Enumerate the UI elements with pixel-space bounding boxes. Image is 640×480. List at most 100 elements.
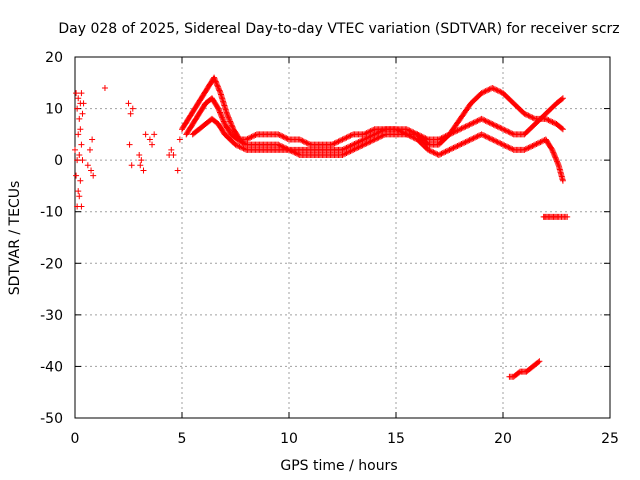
data-point bbox=[347, 132, 354, 139]
data-point bbox=[331, 140, 338, 147]
data-point bbox=[344, 149, 351, 156]
data-point bbox=[406, 132, 413, 139]
x-tick-labels: 0 5 10 15 20 25 bbox=[71, 431, 619, 447]
data-point bbox=[237, 144, 244, 151]
data-point bbox=[469, 120, 476, 127]
data-point bbox=[551, 151, 558, 158]
data-point bbox=[252, 132, 259, 139]
data-point bbox=[498, 125, 505, 132]
data-point bbox=[300, 138, 307, 145]
data-point bbox=[469, 135, 476, 142]
data-point bbox=[220, 117, 227, 124]
data-point bbox=[459, 140, 466, 147]
data-point bbox=[453, 143, 460, 150]
data-point bbox=[76, 193, 83, 200]
data-point bbox=[280, 133, 287, 140]
data-point bbox=[433, 150, 440, 157]
series-early bbox=[72, 84, 108, 210]
data-point bbox=[483, 87, 490, 94]
data-point bbox=[459, 124, 466, 131]
data-point bbox=[486, 135, 493, 142]
y-tick-label: 10 bbox=[45, 102, 63, 118]
data-point bbox=[219, 114, 226, 121]
data-point bbox=[483, 133, 490, 140]
data-point bbox=[409, 133, 416, 140]
series-track-A bbox=[179, 74, 566, 148]
y-tick-label: 0 bbox=[54, 153, 63, 169]
data-point bbox=[490, 121, 497, 128]
data-point bbox=[372, 130, 379, 137]
data-point bbox=[368, 132, 375, 139]
data-point bbox=[426, 147, 433, 154]
data-point bbox=[306, 141, 313, 148]
data-point bbox=[276, 132, 283, 139]
data-point bbox=[366, 139, 373, 146]
data-point bbox=[343, 144, 350, 151]
data-point bbox=[358, 137, 365, 144]
data-point bbox=[476, 92, 483, 99]
data-point bbox=[467, 136, 474, 143]
data-point bbox=[220, 118, 227, 125]
data-point bbox=[129, 105, 136, 112]
axis-ticks bbox=[74, 56, 611, 419]
data-point bbox=[170, 151, 177, 158]
data-point bbox=[327, 141, 334, 148]
data-point bbox=[558, 125, 565, 132]
data-point bbox=[251, 132, 258, 139]
data-point bbox=[455, 118, 462, 125]
data-point bbox=[227, 119, 234, 126]
data-point bbox=[526, 113, 533, 120]
data-point bbox=[90, 172, 97, 179]
data-point bbox=[363, 140, 370, 147]
data-point bbox=[336, 137, 343, 144]
data-point bbox=[214, 82, 221, 89]
data-point bbox=[375, 129, 382, 136]
data-point bbox=[149, 141, 156, 148]
data-point bbox=[439, 150, 446, 157]
data-point bbox=[344, 144, 351, 151]
data-point bbox=[219, 115, 226, 122]
series-track-C bbox=[189, 115, 566, 184]
data-point bbox=[485, 119, 492, 126]
data-point bbox=[465, 122, 472, 129]
data-point bbox=[466, 137, 473, 144]
data-point bbox=[479, 132, 486, 139]
data-point bbox=[359, 131, 366, 138]
data-point bbox=[200, 122, 207, 129]
data-point bbox=[356, 143, 363, 150]
data-point bbox=[338, 137, 345, 144]
data-point bbox=[555, 161, 562, 168]
data-point bbox=[500, 126, 506, 133]
data-point bbox=[215, 106, 222, 113]
data-point bbox=[411, 135, 418, 142]
data-point bbox=[442, 148, 449, 155]
data-point bbox=[478, 115, 485, 122]
data-point bbox=[497, 124, 504, 131]
data-point bbox=[491, 137, 498, 144]
data-point bbox=[75, 188, 82, 195]
data-point bbox=[101, 84, 108, 91]
data-point bbox=[342, 145, 349, 152]
data-point bbox=[558, 96, 565, 103]
data-point bbox=[557, 124, 564, 131]
data-point bbox=[422, 144, 429, 151]
data-point bbox=[500, 141, 506, 148]
data-point bbox=[529, 114, 536, 121]
data-point bbox=[366, 133, 373, 140]
data-point bbox=[136, 151, 143, 158]
data-point bbox=[216, 108, 223, 115]
data-point bbox=[505, 128, 512, 135]
data-point bbox=[501, 126, 508, 133]
data-point bbox=[232, 134, 239, 141]
grid-lines bbox=[75, 57, 610, 418]
data-point bbox=[455, 142, 462, 149]
data-point bbox=[368, 137, 375, 144]
data-point bbox=[241, 140, 248, 147]
data-point bbox=[552, 155, 559, 162]
data-point bbox=[343, 134, 350, 141]
data-point bbox=[281, 134, 288, 141]
y-tick-label: -10 bbox=[40, 205, 63, 221]
y-tick-label: -40 bbox=[40, 359, 63, 375]
data-point bbox=[462, 123, 469, 130]
data-point bbox=[478, 131, 485, 138]
